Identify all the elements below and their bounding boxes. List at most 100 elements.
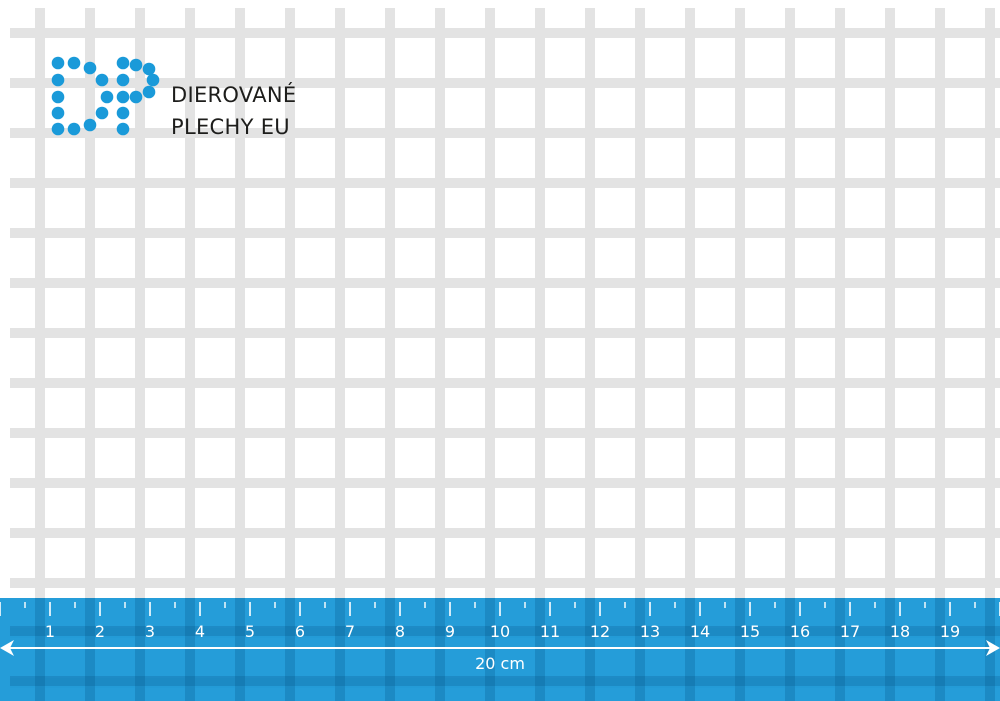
- metal-bar-horizontal: [10, 478, 1000, 488]
- logo-dot: [83, 61, 97, 75]
- metal-bar-vertical: [385, 8, 395, 701]
- metal-bar-vertical: [335, 8, 345, 701]
- ruler-label: 5: [244, 622, 256, 641]
- ruler: 1 2 3 4 5 6 7 8 9 10 11 12 13 14 15 16 17 18 19 20 cm: [0, 598, 1000, 701]
- logo-dot: [51, 122, 65, 136]
- ruler-grid-bar: [10, 676, 1000, 686]
- ruler-grid-bar: [735, 598, 745, 701]
- logo-dot: [146, 73, 160, 87]
- ruler-grid-bar: [35, 598, 45, 701]
- ruler-grid-bar: [785, 598, 795, 701]
- ruler-label: 11: [539, 622, 561, 641]
- ruler-label: 12: [589, 622, 611, 641]
- metal-bar-vertical: [185, 8, 195, 701]
- metal-bar-vertical: [285, 8, 295, 701]
- ruler-grid-bar: [935, 598, 945, 701]
- ruler-grid-bar: [635, 598, 645, 701]
- metal-bar-vertical: [835, 8, 845, 701]
- ruler-label: 14: [689, 622, 711, 641]
- ruler-grid-bar: [235, 598, 245, 701]
- ruler-grid-bar: [285, 598, 295, 701]
- ruler-grid-bar: [335, 598, 345, 701]
- metal-bar-vertical: [235, 8, 245, 701]
- metal-bar-horizontal: [10, 228, 1000, 238]
- logo-dot: [116, 122, 130, 136]
- metal-bar-vertical: [785, 8, 795, 701]
- metal-bar-vertical: [885, 8, 895, 701]
- metal-bar-horizontal: [10, 528, 1000, 538]
- ruler-grid-bar: [185, 598, 195, 701]
- logo-dot: [142, 85, 156, 99]
- metal-bar-horizontal: [10, 28, 1000, 38]
- ruler-label: 2: [94, 622, 106, 641]
- metal-bar-vertical: [435, 8, 445, 701]
- metal-bar-horizontal: [10, 128, 1000, 138]
- logo-dot: [51, 73, 65, 87]
- ruler-grid-bar: [685, 598, 695, 701]
- ruler-label: 8: [394, 622, 406, 641]
- logo-dot: [51, 56, 65, 70]
- ruler-label: 1: [44, 622, 56, 641]
- ruler-grid-bar: [85, 598, 95, 701]
- logo-dot: [116, 73, 130, 87]
- logo-dot: [116, 106, 130, 120]
- ruler-label: 4: [194, 622, 206, 641]
- logo-dot: [116, 90, 130, 104]
- metal-bar-horizontal: [10, 378, 1000, 388]
- logo-dot: [129, 90, 143, 104]
- brand-line-1: DIEROVANÉ: [171, 83, 297, 107]
- length-arrow: [0, 640, 1000, 656]
- ruler-grid-bar: [385, 598, 395, 701]
- logo-dot: [116, 56, 130, 70]
- ruler-grid-bar: [535, 598, 545, 701]
- ruler-label: 9: [444, 622, 456, 641]
- ruler-grid-bar: [585, 598, 595, 701]
- logo-dot: [51, 90, 65, 104]
- ruler-label: 18: [889, 622, 911, 641]
- ruler-label: 10: [489, 622, 511, 641]
- brand-line-2: PLECHY EU: [171, 115, 290, 139]
- ruler-label: 16: [789, 622, 811, 641]
- metal-bar-vertical: [685, 8, 695, 701]
- logo-dot: [95, 106, 109, 120]
- metal-bar-vertical: [35, 8, 45, 701]
- logo-dot: [129, 58, 143, 72]
- logo-dot: [95, 73, 109, 87]
- ruler-grid-bar: [435, 598, 445, 701]
- ruler-label: 17: [839, 622, 861, 641]
- logo-dot: [51, 106, 65, 120]
- ruler-label: 13: [639, 622, 661, 641]
- metal-bar-horizontal: [10, 78, 1000, 88]
- dp-logo-icon: [51, 56, 160, 136]
- metal-bar-horizontal: [10, 278, 1000, 288]
- metal-bar-vertical: [985, 8, 995, 701]
- logo-dot: [67, 56, 81, 70]
- logo-dot: [83, 118, 97, 132]
- ruler-label: 3: [144, 622, 156, 641]
- ruler-grid-bar: [485, 598, 495, 701]
- ruler-grid-bar: [885, 598, 895, 701]
- ruler-label: 15: [739, 622, 761, 641]
- metal-bar-vertical: [135, 8, 145, 701]
- ruler-grid-bar: [10, 626, 1000, 636]
- metal-bar-vertical: [485, 8, 495, 701]
- metal-bar-vertical: [85, 8, 95, 701]
- metal-bar-vertical: [535, 8, 545, 701]
- logo-dot: [142, 62, 156, 76]
- metal-bar-horizontal: [10, 428, 1000, 438]
- ruler-label: 19: [939, 622, 961, 641]
- metal-bar-horizontal: [10, 178, 1000, 188]
- ruler-grid-bar: [135, 598, 145, 701]
- ruler-grid-bar: [835, 598, 845, 701]
- metal-bar-vertical: [735, 8, 745, 701]
- logo-dot: [67, 122, 81, 136]
- ruler-label: 6: [294, 622, 306, 641]
- metal-bar-horizontal: [10, 328, 1000, 338]
- metal-bar-vertical: [585, 8, 595, 701]
- metal-bar-vertical: [935, 8, 945, 701]
- ruler-label: 7: [344, 622, 356, 641]
- logo-dot: [100, 90, 114, 104]
- metal-bar-vertical: [635, 8, 645, 701]
- length-label: 20 cm: [475, 654, 525, 673]
- metal-bar-horizontal: [10, 578, 1000, 588]
